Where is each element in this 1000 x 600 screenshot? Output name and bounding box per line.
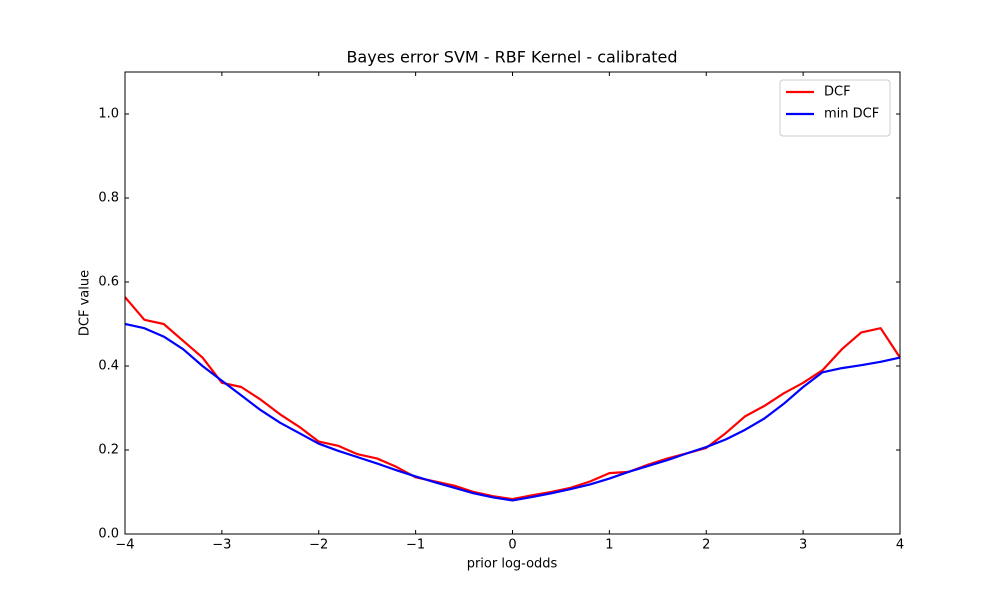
x-tick-label: 2	[702, 538, 710, 553]
line-series	[124, 322, 901, 502]
x-tick-label: 1	[605, 538, 613, 553]
y-axis-label: DCF value	[78, 270, 93, 336]
y-tick-label: 0.4	[98, 359, 119, 374]
x-tick-label: −2	[309, 538, 328, 553]
legend-box	[779, 79, 891, 137]
plot-frame	[124, 71, 901, 535]
y-tick-label: 0.8	[98, 191, 119, 206]
x-axis-label: prior log-odds	[467, 557, 558, 572]
legend: DCF min DCF	[779, 79, 891, 137]
y-tick-label: 0.0	[98, 527, 119, 542]
x-tick-label: −3	[212, 538, 231, 553]
y-tick-label: 0.6	[98, 275, 119, 290]
x-tick-label: 0	[508, 538, 516, 553]
legend-label: DCF	[824, 85, 851, 100]
x-tick-label: −4	[115, 538, 134, 553]
line-series	[124, 296, 901, 501]
x-tick-label: 3	[799, 538, 807, 553]
x-tick-label: 4	[896, 538, 904, 553]
legend-label: min DCF	[824, 107, 879, 122]
x-tick-label: −1	[406, 538, 425, 553]
y-tick-label: 1.0	[98, 107, 119, 122]
y-tick-label: 0.2	[98, 443, 119, 458]
chart-title: Bayes error SVM - RBF Kernel - calibrate…	[346, 48, 677, 67]
